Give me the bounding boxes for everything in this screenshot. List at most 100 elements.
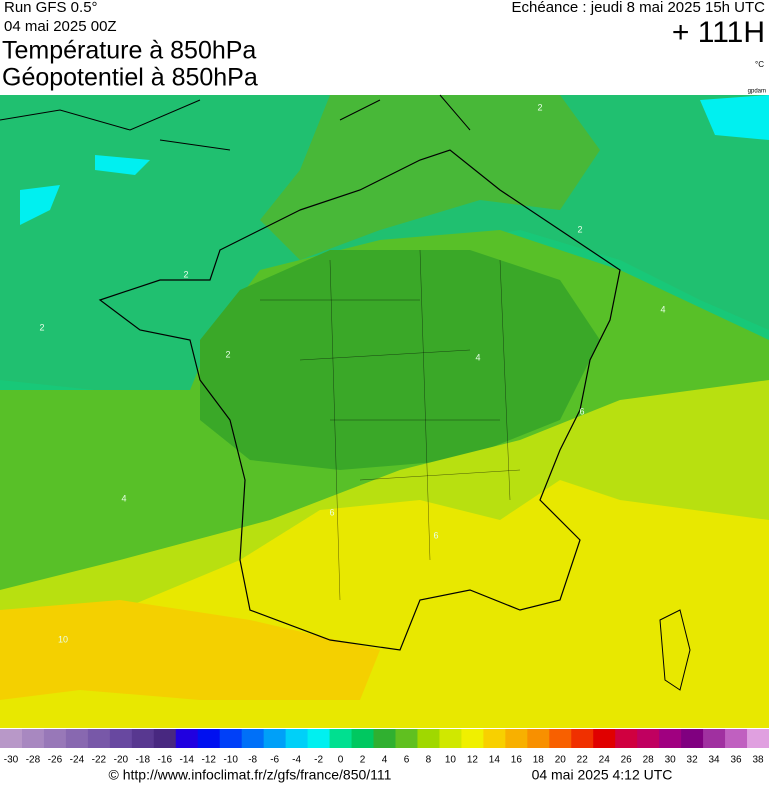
field-mild bbox=[260, 95, 600, 260]
scale-cell bbox=[307, 729, 331, 748]
scale-label: 24 bbox=[599, 755, 611, 766]
field-orange bbox=[0, 600, 380, 700]
contour-label: 2 bbox=[537, 102, 542, 112]
echeance: Echéance : jeudi 8 mai 2025 15h UTC bbox=[512, 0, 766, 16]
contour-label: 6 bbox=[579, 406, 584, 416]
scale-label: -20 bbox=[114, 755, 129, 766]
contour-label: 6 bbox=[329, 507, 334, 517]
contour-label: 2 bbox=[225, 349, 230, 359]
scale-cell bbox=[505, 729, 528, 748]
contour-label: 2 bbox=[39, 322, 44, 332]
corsica-outline bbox=[659, 609, 691, 691]
scale-label: 28 bbox=[643, 755, 655, 766]
scale-label: 8 bbox=[426, 755, 432, 766]
contour-labels: 2 2 2 2 2 4 4 4 6 6 6 10 bbox=[39, 102, 665, 644]
uk-coast bbox=[0, 94, 471, 151]
field-dark-green bbox=[200, 250, 600, 470]
footer-url: © http://www.infoclimat.fr/z/gfs/france/… bbox=[109, 767, 392, 783]
scale-label: -24 bbox=[70, 755, 85, 766]
scale-cell bbox=[373, 729, 396, 748]
scale-cell bbox=[241, 729, 265, 748]
scale-label: -28 bbox=[26, 755, 41, 766]
scale-label: 12 bbox=[467, 755, 479, 766]
scale-cell bbox=[395, 729, 418, 748]
scale-label: 22 bbox=[577, 755, 589, 766]
contour-label: 6 bbox=[433, 530, 438, 540]
scale-cell bbox=[571, 729, 594, 748]
scale-cell bbox=[43, 729, 67, 748]
scale-label: -26 bbox=[48, 755, 63, 766]
scale-label: 14 bbox=[489, 755, 501, 766]
credit: gpdam bbox=[748, 89, 766, 95]
scale-cell bbox=[109, 729, 133, 748]
scale-label: 32 bbox=[687, 755, 699, 766]
scale-cell bbox=[417, 729, 440, 748]
scale-cell bbox=[637, 729, 660, 748]
scale-cell bbox=[197, 729, 221, 748]
scale-label: -16 bbox=[158, 755, 173, 766]
scale-label: 38 bbox=[752, 755, 764, 766]
scale-cell bbox=[549, 729, 572, 748]
scale-cell bbox=[703, 729, 726, 748]
scale-label: 2 bbox=[360, 755, 366, 766]
scale-cell bbox=[527, 729, 550, 748]
title-2: Géopotentiel à 850hPa bbox=[2, 64, 258, 92]
title-1: Température à 850hPa bbox=[2, 37, 256, 65]
scale-cell bbox=[461, 729, 484, 748]
scale-label: -30 bbox=[4, 755, 19, 766]
scale-cell bbox=[21, 729, 45, 748]
scale-cell bbox=[681, 729, 704, 748]
scale-cell bbox=[285, 729, 309, 748]
scale-label: 10 bbox=[445, 755, 457, 766]
scale-label: 20 bbox=[555, 755, 567, 766]
scale-label: -18 bbox=[136, 755, 151, 766]
scale-cell bbox=[725, 729, 748, 748]
scale-cell bbox=[87, 729, 111, 748]
scale-label: -12 bbox=[202, 755, 217, 766]
contour-label: 4 bbox=[121, 493, 126, 503]
lead-time: + 111H bbox=[672, 16, 765, 49]
scale-label: 36 bbox=[730, 755, 742, 766]
scale-label: 34 bbox=[709, 755, 721, 766]
scale-cell bbox=[593, 729, 616, 748]
scale-label: 18 bbox=[533, 755, 545, 766]
scale-cell bbox=[263, 729, 287, 748]
contour-label: 2 bbox=[577, 224, 582, 234]
scale-cell bbox=[483, 729, 506, 748]
scale-label: -4 bbox=[292, 755, 301, 766]
scale-label: -14 bbox=[180, 755, 195, 766]
contour-label: 10 bbox=[58, 634, 68, 644]
scale-label: -10 bbox=[223, 755, 238, 766]
scale-label: 4 bbox=[382, 755, 388, 766]
scale-cell bbox=[131, 729, 155, 748]
scale-label: 0 bbox=[338, 755, 344, 766]
scale-cell bbox=[659, 729, 682, 748]
footer-time: 04 mai 2025 4:12 UTC bbox=[532, 767, 673, 783]
scale-cell bbox=[0, 729, 23, 748]
color-scale: -30 -28 -26 -24 -22 -20 -18 -16 -14 -12 -10 -8 -6 -4-… bbox=[0, 729, 769, 766]
scale-cell bbox=[329, 729, 353, 748]
map bbox=[0, 94, 769, 728]
contour-label: 4 bbox=[475, 352, 480, 362]
scale-label: 26 bbox=[621, 755, 633, 766]
scale-label: -2 bbox=[314, 755, 323, 766]
run: Run GFS 0.5° bbox=[4, 0, 98, 16]
scale-cell bbox=[351, 729, 375, 748]
scale-cell bbox=[747, 729, 769, 748]
scale-cell bbox=[175, 729, 199, 748]
contour-label: 2 bbox=[183, 269, 188, 279]
france-outline bbox=[98, 149, 621, 651]
scale-cell bbox=[153, 729, 177, 748]
scale-cell bbox=[439, 729, 462, 748]
scale-cell bbox=[219, 729, 243, 748]
scale-label: 16 bbox=[511, 755, 523, 766]
department-borders bbox=[260, 249, 521, 601]
scale-label: 6 bbox=[404, 755, 410, 766]
scale-label: 30 bbox=[665, 755, 677, 766]
contour-label: 4 bbox=[660, 304, 665, 314]
scale-label: -8 bbox=[248, 755, 257, 766]
scale-cell bbox=[615, 729, 638, 748]
scale-cell bbox=[65, 729, 89, 748]
scale-label: -22 bbox=[92, 755, 107, 766]
